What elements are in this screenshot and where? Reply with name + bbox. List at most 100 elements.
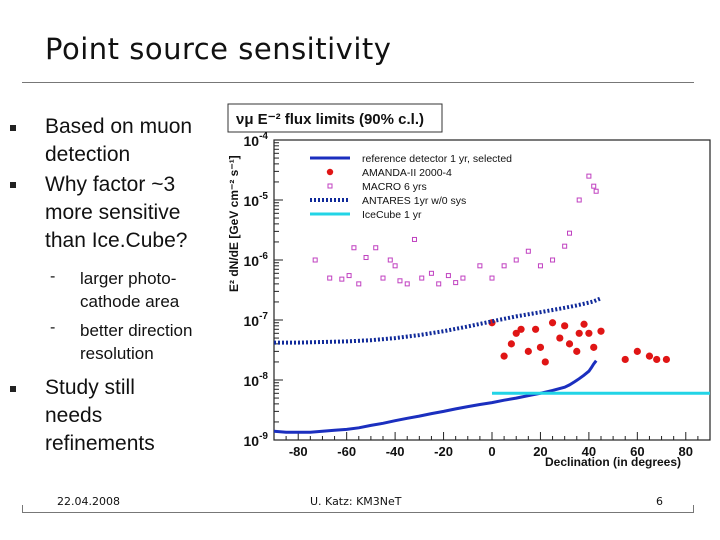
macro-point bbox=[327, 275, 333, 281]
amanda-point bbox=[662, 355, 671, 364]
amanda-point bbox=[507, 340, 515, 348]
bullet-1-line-1: Based on muon bbox=[45, 115, 193, 138]
macro-point bbox=[380, 275, 386, 281]
bullet-2-line-3: than Ice.Cube? bbox=[45, 229, 188, 252]
chart-title-box: νμ E⁻² flux limits (90% c.l.) bbox=[227, 103, 443, 133]
amanda-point bbox=[621, 355, 629, 364]
x-tick-label: -20 bbox=[434, 444, 453, 459]
macro-point bbox=[501, 263, 507, 269]
macro-point bbox=[453, 280, 459, 286]
footer-tick-right bbox=[693, 505, 694, 512]
macro-point bbox=[550, 257, 556, 263]
amanda-point bbox=[565, 340, 574, 348]
y-tick-label: 10-4 bbox=[244, 131, 269, 149]
amanda-point bbox=[512, 329, 520, 337]
macro-point bbox=[591, 183, 597, 189]
footer-divider bbox=[22, 512, 694, 513]
bullet-2-marker bbox=[10, 182, 16, 188]
amanda-point bbox=[653, 355, 661, 364]
x-tick-label: 80 bbox=[679, 444, 693, 459]
bullet-3-line-2: needs bbox=[45, 404, 103, 427]
y-tick-label: 10-5 bbox=[244, 191, 269, 209]
amanda-point bbox=[524, 347, 532, 355]
sub-bullet-1-line-2: cathode area bbox=[80, 292, 180, 311]
y-tick-label: 10-7 bbox=[244, 311, 269, 329]
macro-point bbox=[428, 270, 434, 276]
legend-label: MACRO 6 yrs bbox=[362, 181, 427, 193]
macro-point bbox=[373, 245, 379, 251]
amanda-point bbox=[536, 343, 545, 351]
sub-bullet-2-line-1: better direction bbox=[80, 321, 193, 340]
sub-bullet-2-text: better direction resolution bbox=[80, 319, 220, 365]
amanda-point bbox=[575, 329, 583, 337]
legend-swatch bbox=[327, 183, 333, 189]
macro-point bbox=[346, 273, 352, 279]
macro-point bbox=[525, 248, 531, 254]
x-tick-label: -40 bbox=[386, 444, 405, 459]
x-tick-label: -80 bbox=[289, 444, 308, 459]
macro-point bbox=[392, 263, 398, 269]
amanda-point bbox=[645, 352, 654, 360]
series-line-3 bbox=[274, 296, 602, 345]
macro-point bbox=[356, 281, 362, 287]
legend-label: reference detector 1 yr, selected bbox=[362, 153, 512, 165]
x-tick-label: 20 bbox=[533, 444, 547, 459]
amanda-point bbox=[541, 358, 549, 366]
bullet-2-line-1: Why factor ~3 bbox=[45, 173, 176, 196]
amanda-point bbox=[597, 327, 605, 335]
legend-label: AMANDA-II 2000-4 bbox=[362, 167, 452, 179]
macro-point bbox=[562, 243, 568, 249]
amanda-point bbox=[517, 325, 525, 333]
sub-bullet-1-marker: - bbox=[50, 268, 56, 285]
x-tick-label: 0 bbox=[488, 444, 495, 459]
amanda-point bbox=[590, 343, 598, 351]
y-tick-label: 10-6 bbox=[244, 251, 269, 269]
bullet-2-line-2: more sensitive bbox=[45, 201, 181, 224]
macro-point bbox=[460, 275, 466, 281]
bullet-3-marker bbox=[10, 386, 16, 392]
x-tick-label: -60 bbox=[337, 444, 356, 459]
macro-point bbox=[404, 281, 410, 287]
y-tick-label: 10-8 bbox=[244, 371, 269, 389]
amanda-point bbox=[573, 347, 581, 355]
plot-frame bbox=[273, 139, 711, 441]
legend-swatch bbox=[326, 168, 334, 176]
sub-bullet-1-text: larger photo- cathode area bbox=[80, 267, 220, 313]
y-axis-label: E² dN/dE [GeV cm⁻² s⁻¹] bbox=[227, 155, 241, 292]
sub-bullet-2-line-2: resolution bbox=[80, 344, 154, 363]
sub-bullet-1-line-1: larger photo- bbox=[80, 269, 177, 288]
slide-title: Point source sensitivity bbox=[45, 32, 392, 66]
macro-point bbox=[576, 197, 582, 203]
sub-bullet-2-marker: - bbox=[50, 319, 56, 336]
x-tick-label: 40 bbox=[582, 444, 596, 459]
footer-page-number: 6 bbox=[656, 495, 663, 508]
bullet-3-text: Study still needs refinements bbox=[45, 374, 225, 458]
bullet-2-text: Why factor ~3 more sensitive than Ice.Cu… bbox=[45, 171, 225, 255]
macro-point bbox=[351, 245, 357, 251]
macro-point bbox=[411, 236, 417, 242]
macro-point bbox=[445, 273, 451, 279]
amanda-point bbox=[585, 329, 593, 337]
footer-author: U. Katz: KM3NeT bbox=[310, 495, 402, 508]
macro-point bbox=[387, 257, 393, 263]
amanda-point bbox=[561, 322, 569, 330]
macro-point bbox=[339, 276, 345, 282]
bullet-3-line-1: Study still bbox=[45, 376, 135, 399]
macro-point bbox=[489, 275, 495, 281]
footer-tick-left bbox=[22, 505, 23, 512]
x-tick-label: 60 bbox=[630, 444, 644, 459]
bullet-1-marker bbox=[10, 125, 16, 131]
footer-date: 22.04.2008 bbox=[57, 495, 120, 508]
macro-point bbox=[397, 278, 403, 284]
series-line-0 bbox=[273, 359, 598, 434]
macro-point bbox=[513, 257, 519, 263]
macro-point bbox=[436, 281, 442, 287]
macro-point bbox=[363, 255, 369, 261]
x-axis-label: Declination (in degrees) bbox=[545, 455, 681, 469]
macro-point bbox=[593, 188, 599, 194]
macro-point bbox=[586, 173, 592, 179]
amanda-point bbox=[580, 320, 588, 328]
macro-point bbox=[567, 230, 573, 236]
bullet-1-text: Based on muon detection bbox=[45, 113, 225, 169]
